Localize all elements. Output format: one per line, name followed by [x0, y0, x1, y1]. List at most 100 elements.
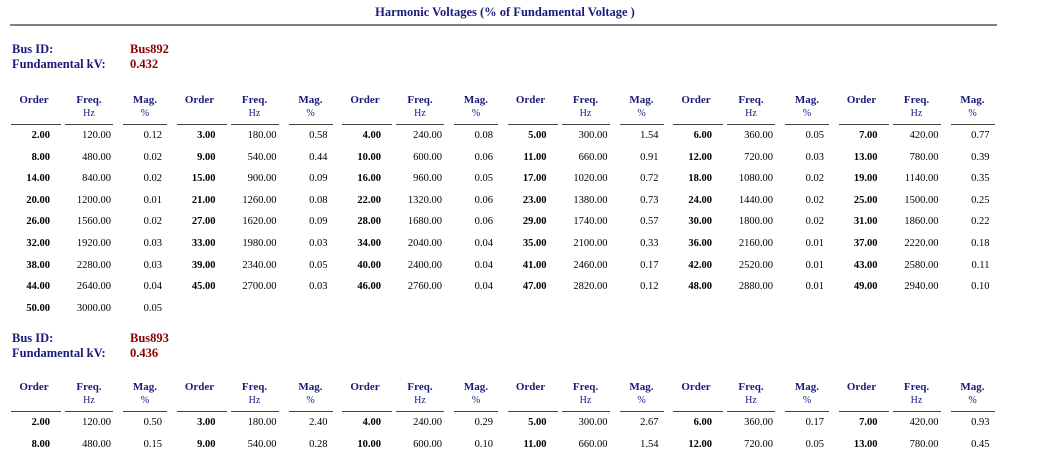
mag-cell: 2.40 — [309, 417, 328, 428]
header-order: Order — [837, 380, 887, 394]
order-cell: 24.00 — [688, 194, 712, 206]
mag-cell: 0.91 — [640, 151, 659, 163]
header-mag-label: Mag. — [960, 381, 985, 393]
freq-cell: 2880.00 — [738, 281, 773, 293]
freq-cell: 420.00 — [909, 130, 939, 141]
mag-cell: 0.06 — [474, 216, 493, 228]
header-underline — [396, 411, 444, 412]
freq-cell: 180.00 — [247, 130, 277, 141]
order-cell: 19.00 — [853, 173, 878, 185]
order-cell: 20.00 — [26, 194, 50, 206]
header-mag-unit: % — [471, 395, 481, 406]
freq-cell: 540.00 — [247, 151, 277, 163]
freq-cell: 720.00 — [744, 151, 773, 163]
header-mag: Mag.% — [454, 93, 498, 121]
order-cell: 8.00 — [31, 438, 50, 450]
header-underline — [950, 411, 995, 412]
header-mag-unit: % — [140, 395, 150, 406]
header-underline — [454, 124, 498, 125]
header-underline — [727, 124, 775, 125]
mag-cell: 0.02 — [143, 173, 162, 185]
mag-cell: 0.25 — [971, 194, 990, 206]
bus-id-value: Bus892 — [130, 42, 169, 56]
mag-cell: 0.33 — [640, 238, 659, 249]
header-mag: Mag.% — [289, 93, 333, 121]
freq-cell: 420.00 — [909, 417, 939, 428]
header-underline — [288, 124, 333, 125]
header-mag: Mag.% — [620, 93, 664, 121]
freq-cell: 2040.00 — [407, 238, 442, 249]
mag-cell: 0.02 — [805, 216, 824, 228]
order-cell: 5.00 — [528, 417, 547, 428]
header-underline — [838, 411, 889, 412]
mag-cell: 0.03 — [805, 151, 824, 163]
freq-cell: 480.00 — [82, 151, 111, 163]
header-order-label: Order — [184, 381, 215, 393]
mag-cell: 0.11 — [971, 259, 990, 271]
header-freq-label: Freq. — [738, 94, 764, 106]
mag-cell: 0.05 — [805, 130, 824, 141]
header-mag-label: Mag. — [794, 381, 820, 393]
freq-cell: 1680.00 — [407, 216, 442, 228]
header-underline — [230, 124, 279, 125]
mag-cell: 0.35 — [971, 173, 990, 185]
order-cell: 31.00 — [853, 216, 878, 228]
header-underline — [561, 124, 610, 125]
bus-info-2: Bus ID: Bus893 Fundamental kV: 0.436 — [12, 331, 169, 361]
header-underline — [176, 124, 227, 125]
header-freq-label: Freq. — [903, 94, 930, 106]
mag-cell: 0.06 — [474, 151, 493, 163]
freq-cell: 2100.00 — [573, 238, 608, 249]
order-cell: 13.00 — [853, 151, 878, 163]
freq-cell: 1500.00 — [904, 194, 939, 206]
header-freq: Freq. Hz — [726, 93, 776, 121]
header-mag-label: Mag. — [629, 94, 654, 106]
header-mag-unit: % — [968, 108, 977, 119]
header-freq-unit: Hz — [745, 108, 757, 119]
header-mag-unit: % — [637, 395, 646, 406]
order-cell: 12.00 — [688, 151, 712, 163]
header-underline — [11, 124, 61, 125]
header-order-label: Order — [19, 94, 49, 106]
mag-cell: 2.67 — [640, 417, 659, 428]
mag-cell: 0.04 — [474, 281, 493, 293]
mag-cell: 1.54 — [640, 130, 659, 141]
header-underline — [454, 411, 498, 412]
mag-cell: 0.02 — [143, 151, 162, 163]
header-underline — [892, 411, 941, 412]
header-order: Order — [506, 93, 556, 107]
mag-cell: 0.03 — [309, 281, 328, 293]
header-underline — [123, 124, 167, 125]
table-header-2: Order Freq. Hz Mag.% Order Freq. Hz Mag.% Order F… — [0, 380, 1050, 414]
header-order: Order — [175, 380, 225, 394]
mag-cell: 1.54 — [640, 438, 659, 450]
header-order-label: Order — [846, 94, 877, 106]
header-mag-label: Mag. — [960, 94, 985, 106]
header-freq: Freq. Hz — [726, 380, 776, 408]
order-cell: 32.00 — [26, 238, 50, 249]
mag-cell: 0.04 — [143, 281, 162, 293]
order-cell: 34.00 — [357, 238, 381, 249]
order-cell: 29.00 — [522, 216, 547, 228]
freq-cell: 1920.00 — [76, 238, 111, 249]
bus-id-label: Bus ID: — [12, 331, 54, 345]
header-mag-unit: % — [968, 395, 977, 406]
header-freq-label: Freq. — [241, 94, 268, 106]
freq-cell: 1740.00 — [573, 216, 608, 228]
order-cell: 11.00 — [523, 151, 547, 163]
header-mag-unit: % — [306, 395, 315, 406]
order-cell: 21.00 — [191, 194, 216, 206]
fundamental-kv-value: 0.432 — [130, 57, 159, 71]
order-cell: 23.00 — [522, 194, 547, 206]
order-cell: 26.00 — [26, 216, 50, 228]
freq-cell: 1200.00 — [76, 194, 111, 206]
mag-cell: 0.12 — [640, 281, 659, 293]
header-mag: Mag.% — [951, 380, 995, 408]
order-cell: 8.00 — [31, 151, 50, 163]
order-cell: 2.00 — [31, 417, 50, 428]
order-cell: 25.00 — [853, 194, 878, 206]
header-underline — [288, 411, 333, 412]
header-mag: Mag.% — [289, 380, 333, 408]
header-underline — [342, 124, 392, 125]
